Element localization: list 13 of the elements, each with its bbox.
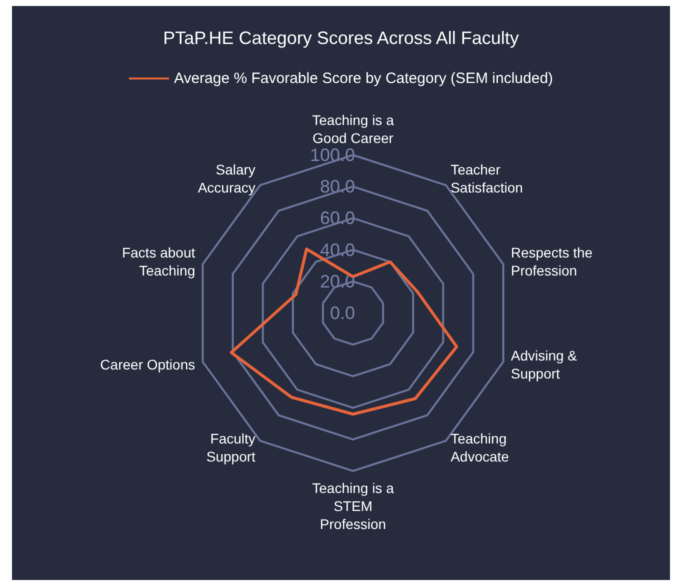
spoke-label: Salary Accuracy — [198, 162, 256, 196]
spoke-label: Faculty Support — [206, 430, 256, 464]
spoke-label: Advising & Support — [510, 347, 578, 382]
y-tick-label: 0.0 — [330, 303, 355, 323]
spoke-label: Teacher Satisfaction — [450, 162, 523, 196]
spoke-label: Teaching is a STEM Profession — [312, 480, 394, 532]
chart-title: PTaP.HE Category Scores Across All Faculty — [163, 28, 519, 48]
spoke-label: Teaching Advocate — [450, 430, 510, 464]
legend-label: Average % Favorable Score by Category (SEM included) — [174, 70, 554, 87]
spoke-label: Career Options — [100, 356, 196, 372]
spoke-label: Teaching is a Good Career — [312, 112, 394, 146]
spoke-label: Facts about Teaching — [122, 244, 196, 279]
spoke-label: Respects the Profession — [510, 244, 593, 279]
